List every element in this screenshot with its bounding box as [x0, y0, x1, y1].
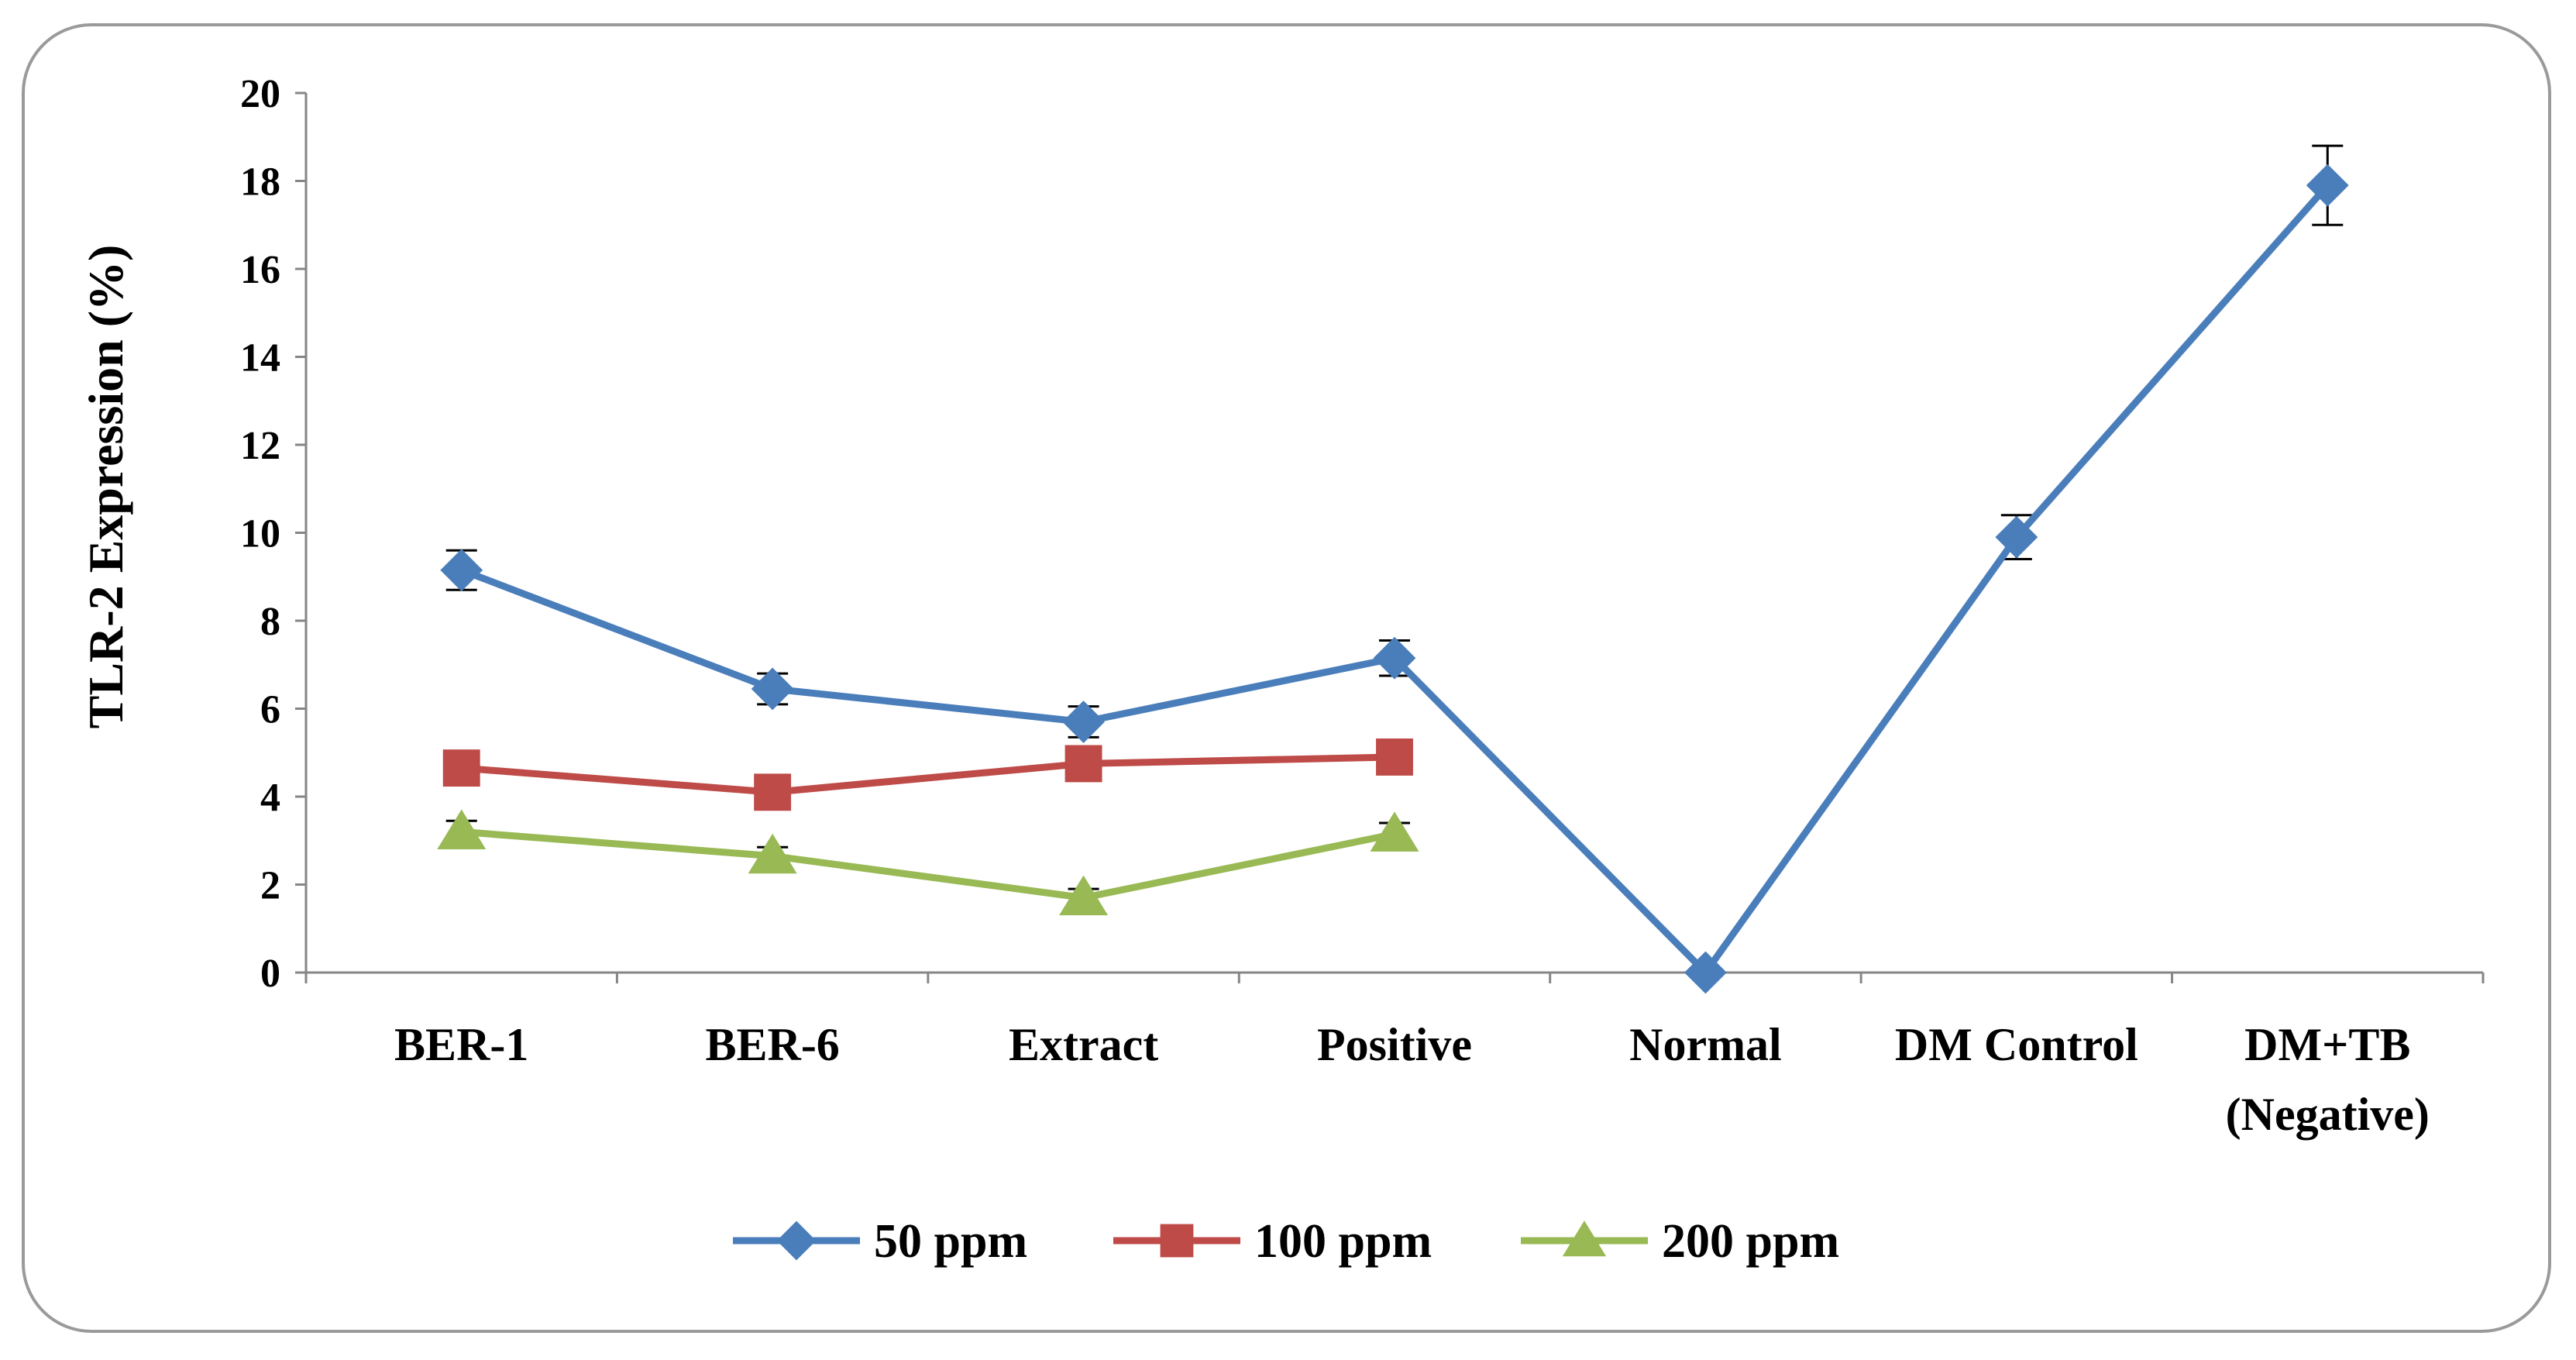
y-tick-label: 4 [260, 776, 280, 820]
data-point [1064, 745, 1102, 783]
y-tick-label: 18 [240, 160, 280, 205]
x-tick-label: BER-1 [394, 1019, 528, 1070]
legend-label: 50 ppm [874, 1215, 1027, 1268]
y-tick-label: 8 [260, 600, 280, 644]
y-tick-label: 12 [240, 424, 280, 468]
x-tick-label: DM Control [1895, 1019, 2138, 1070]
x-tick-label: DM+TB (Negative) [2226, 1019, 2430, 1140]
legend-marker [1562, 1221, 1607, 1257]
data-point [1995, 515, 2038, 559]
legend-label: 100 ppm [1254, 1215, 1432, 1268]
legend-marker [776, 1221, 817, 1261]
data-point [440, 549, 483, 592]
x-tick-label: Positive [1317, 1019, 1472, 1070]
data-point [1684, 951, 1727, 994]
legend: 50 ppm 100 ppm 200 ppm [733, 1215, 1839, 1268]
y-tick-label: 10 [240, 512, 280, 556]
data-point [748, 833, 797, 874]
y-axis-title-group: TLR-2 Expression (%) [78, 245, 133, 729]
data-point [1370, 811, 1419, 852]
y-tick-label: 14 [240, 336, 280, 380]
axes: 0 2 4 6 8 10 12 14 16 18 20 BER-1 BER-6 Extract Positi… [240, 72, 2485, 1140]
legend-item: 200 ppm [1521, 1215, 1839, 1268]
y-tick-label: 6 [260, 688, 280, 732]
data-point [1062, 701, 1105, 743]
x-tick-label: BER-6 [705, 1019, 839, 1070]
plot-area [437, 144, 2349, 994]
x-tick-label: Normal [1629, 1019, 1782, 1070]
legend-label: 200 ppm [1662, 1215, 1839, 1268]
data-point [754, 773, 792, 811]
legend-marker [1160, 1224, 1194, 1258]
y-tick-label: 20 [240, 72, 280, 116]
legend-item: 50 ppm [733, 1215, 1027, 1268]
data-point [1376, 738, 1413, 776]
data-point [751, 667, 794, 711]
series-100-ppm [442, 738, 1413, 811]
data-point [1373, 636, 1416, 680]
data-point [1059, 875, 1109, 916]
data-point [437, 809, 487, 849]
y-tick-label: 0 [260, 952, 280, 996]
data-point [442, 749, 480, 787]
series-50-ppm [440, 144, 2349, 994]
series-line [461, 828, 1395, 902]
y-tick-label: 2 [260, 864, 280, 908]
series-200-ppm [437, 809, 1419, 916]
y-tick-label: 16 [240, 248, 280, 292]
x-tick-label: Extract [1009, 1019, 1158, 1070]
y-axis-title: TLR-2 Expression (%) [78, 245, 133, 729]
series-line [461, 753, 1395, 796]
data-point [2306, 164, 2349, 207]
legend-item: 100 ppm [1113, 1215, 1432, 1268]
